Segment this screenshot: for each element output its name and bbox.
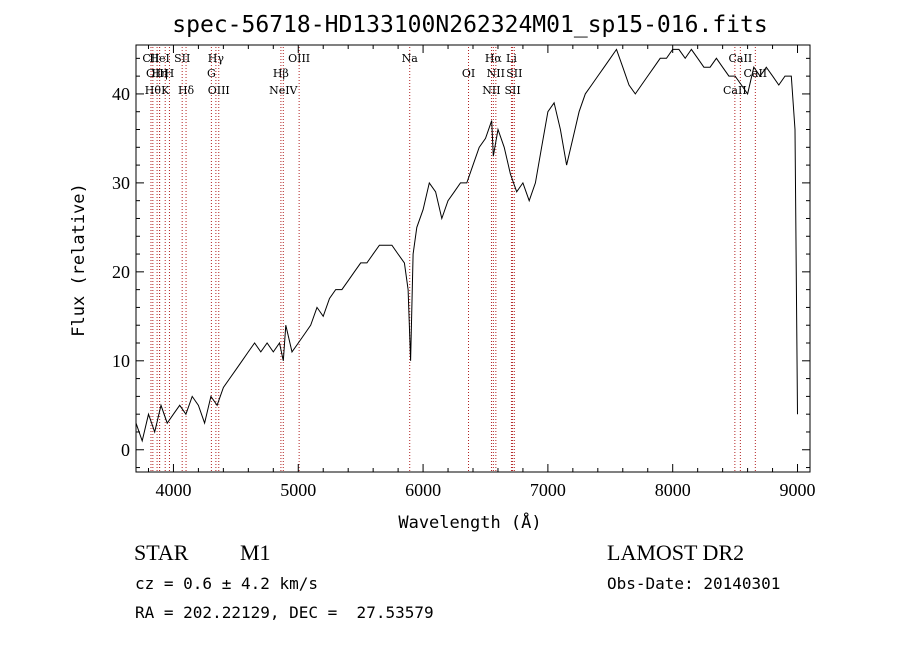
x-tick-label: 5000 xyxy=(280,480,316,500)
spectral-line-label: Hδ xyxy=(178,84,195,97)
x-tick-label: 9000 xyxy=(780,480,816,500)
spectral-line-label: OIII xyxy=(288,52,310,65)
line-marker-label-group: CII OIII Hθ HeI Hη K SII HHδ Hγ G OIII OIII Hβ NeIV Na… xyxy=(142,52,767,97)
y-tick-label: 0 xyxy=(121,440,130,460)
line-marker-group xyxy=(150,47,756,472)
survey-name: LAMOST DR2 xyxy=(607,540,745,565)
spectral-line-label: SII xyxy=(506,67,522,80)
spectral-line-label: CaII xyxy=(743,67,767,80)
spectral-line-label: G xyxy=(207,67,216,80)
y-tick-label: 10 xyxy=(112,351,130,371)
spectral-line-label: Hγ xyxy=(208,52,225,65)
spectral-line-label: Na xyxy=(402,52,419,65)
spectral-line-label: NeIV xyxy=(269,84,298,97)
spectral-line-label: H xyxy=(165,67,175,80)
spectral-line-label: Hα xyxy=(485,52,503,65)
spectral-line-label: CII xyxy=(142,52,159,65)
spectral-line-label: Li xyxy=(506,52,517,65)
spectral-line-label: OI xyxy=(462,67,475,80)
y-tick-label: 30 xyxy=(112,173,130,193)
spectral-line-label: HeI xyxy=(149,52,169,65)
coordinates-readout: RA = 202.22129, DEC = 27.53579 xyxy=(135,603,434,622)
spectral-line-label: Hθ xyxy=(145,84,162,97)
plot-frame xyxy=(135,44,811,473)
x-tick-label: 7000 xyxy=(530,480,566,500)
spectral-line-label: OIII xyxy=(146,67,168,80)
spectral-line-label: OIII xyxy=(208,84,230,97)
x-tick-label: 4000 xyxy=(155,480,191,500)
x-tick-label: 6000 xyxy=(405,480,441,500)
observation-date: Obs-Date: 20140301 xyxy=(607,574,781,593)
spectral-line-label: CaII xyxy=(723,84,747,97)
spectral-line-label: Hη xyxy=(151,67,167,80)
object-subclass: M1 xyxy=(240,540,271,565)
spectral-line-label: K xyxy=(161,84,170,97)
object-class: STAR xyxy=(134,540,189,565)
y-axis-label: Flux (relative) xyxy=(69,183,89,337)
spectral-line-label: Hβ xyxy=(273,67,289,80)
y-tick-label: 20 xyxy=(112,262,130,282)
chart-title: spec-56718-HD133100N262324M01_sp15-016.f… xyxy=(172,12,767,38)
axis-ticks xyxy=(136,45,810,472)
x-axis-label: Wavelength (Å) xyxy=(398,511,541,533)
axis-tick-labels: 4000 5000 6000 7000 8000 9000 0 10 20 30 40 xyxy=(112,84,816,500)
redshift-readout: cz = 0.6 ± 4.2 km/s xyxy=(135,574,319,593)
spectral-line-label: NII xyxy=(487,67,505,80)
spectral-line-label: SII xyxy=(174,52,190,65)
y-tick-label: 40 xyxy=(112,84,130,104)
x-tick-label: 8000 xyxy=(655,480,691,500)
spectral-line-label: NII xyxy=(482,84,500,97)
spectral-line-label: CaII xyxy=(729,52,753,65)
spectral-line-label: SII xyxy=(504,84,520,97)
spectrum-series-line xyxy=(135,48,798,443)
